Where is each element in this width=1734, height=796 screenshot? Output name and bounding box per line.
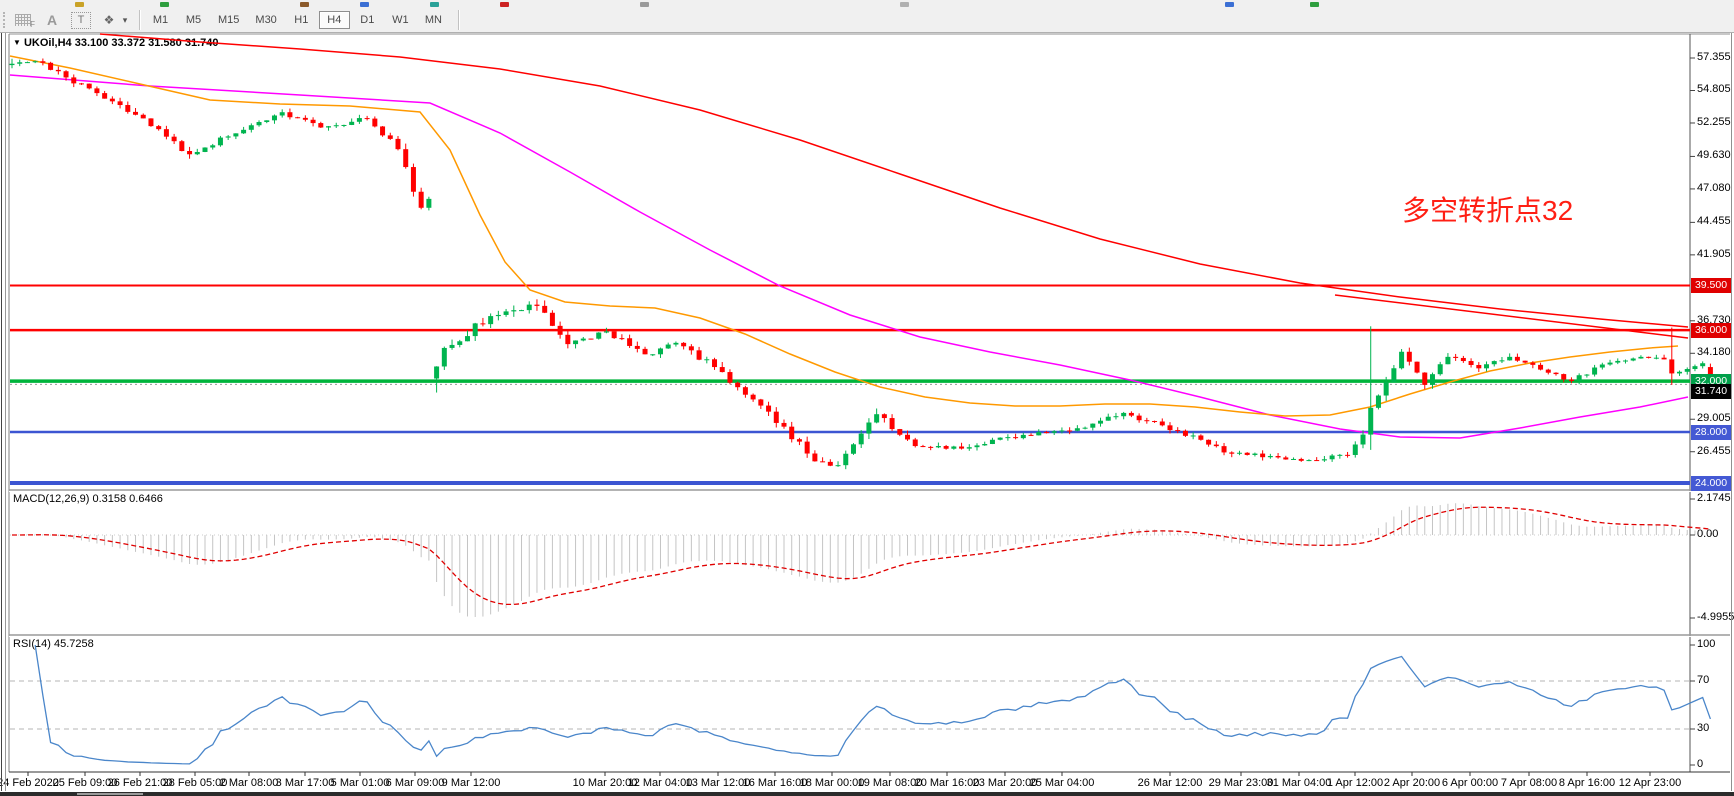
time-axis-label: 7 Apr 08:00 [1500,777,1558,789]
price-level-badge: 36.000 [1691,322,1731,338]
time-axis-label: 8 Apr 16:00 [1558,777,1616,789]
timeframe-button-m15[interactable]: M15 [218,14,240,26]
macd-axis-tick: -4.9955 [1697,611,1734,623]
price-axis-tick: 36.730 [1697,313,1731,326]
toolbar-separator [139,10,140,30]
chart-window[interactable]: ▼ UKOil,H4 33.100 33.372 31.580 31.740 M… [0,33,1734,796]
time-axis-label: 12 Apr 23:00 [1618,777,1682,789]
window-left-edge [1,33,2,791]
axis-labels-layer: 39.500 36.000 32.000 28.000 24.000 31.740 57.3… [0,33,1734,796]
time-axis-label: 23 Mar 20:00 [972,777,1038,789]
current-price-badge: 31.740 [1691,383,1731,399]
macd-indicator-label: MACD(12,26,9) 0.3158 0.6466 [13,493,163,505]
toolbar-separator [457,10,459,30]
time-axis-label: 6 Mar 09:00 [385,777,445,789]
time-axis-label: 26 Feb 21:00 [107,777,173,789]
time-axis-label: 1 Apr 12:00 [1326,777,1384,789]
price-axis-tick: 41.905 [1697,247,1731,260]
clipped-icon [500,2,509,7]
clipped-icon [75,2,84,7]
time-axis-label: 13 Mar 12:00 [685,777,751,789]
clipped-icon [1310,2,1319,7]
time-axis-label: 12 Mar 04:00 [627,777,693,789]
time-axis-label: 24 Feb 2020 [0,777,59,789]
clipped-icon [430,2,439,7]
annotation-text: 多空转折点32 [1402,195,1574,226]
bottom-status-edge [0,792,1734,796]
time-axis-label: 19 Mar 08:00 [857,777,923,789]
rsi-axis-tick: 70 [1697,674,1710,686]
time-axis-label: 9 Mar 12:00 [441,777,501,789]
toolbar-grip[interactable] [3,12,11,28]
time-axis-label: 10 Mar 20:00 [572,777,638,789]
chart-dropdown-icon[interactable]: ▼ [13,38,21,47]
time-axis-label: 25 Feb 09:00 [52,777,118,789]
chart-symbol: UKOil,H4 [23,37,72,49]
rsi-axis-tick: 30 [1697,722,1710,734]
timeframe-button-d1[interactable]: D1 [360,14,375,26]
clipped-icon [900,2,909,7]
price-axis-tick: 57.355 [1697,51,1731,63]
price-axis-tick: 26.455 [1697,444,1731,457]
timeframe-button-h1[interactable]: H1 [294,14,309,26]
clipped-icon [1225,2,1234,7]
time-axis-label: 31 Mar 04:00 [1266,777,1332,789]
timeframe-button-mn[interactable]: MN [424,14,442,26]
price-axis-tick: 34.180 [1697,346,1731,359]
time-axis-label: 18 Mar 00:00 [799,777,865,789]
time-axis-label: 3 Mar 17:00 [275,777,335,789]
chart-title: ▼ UKOil,H4 33.100 33.372 31.580 31.740 [13,37,218,49]
time-axis-label: 29 Mar 23:00 [1208,777,1274,789]
rsi-axis-tick: 0 [1697,758,1704,770]
time-axis-label: 2 Mar 08:00 [219,777,279,789]
timeframe-button-h4[interactable]: H4 [318,11,350,29]
rsi-axis-tick: 100 [1697,638,1716,650]
time-axis-label: 20 Mar 16:00 [914,777,980,789]
price-level-badge: 28.000 [1691,424,1731,440]
price-axis-tick: 44.455 [1697,215,1731,228]
time-axis-label: 28 Feb 05:00 [162,777,228,789]
chart-ohlc: 33.100 33.372 31.580 31.740 [74,37,219,49]
timeframe-button-w1[interactable]: W1 [392,14,409,26]
price-level-badge: 24.000 [1691,475,1731,491]
clipped-icon [300,2,309,7]
chart-toolbar: F A T ❖ ▾ M1 M5 M15 M30 H1 H4 D1 W1 MN [0,8,1734,33]
price-level-badge: 32.000 [1691,373,1731,389]
chart-canvas[interactable] [0,33,1734,796]
price-axis-tick: 54.805 [1697,83,1731,96]
price-level-badge: 39.500 [1691,278,1731,293]
price-axis-tick: 52.255 [1697,115,1731,128]
clipped-icon [160,2,169,7]
timeframe-button-m1[interactable]: M1 [152,14,169,26]
time-axis-label: 6 Apr 00:00 [1441,777,1499,789]
price-axis-tick: 49.630 [1697,149,1731,162]
macd-axis-tick: 0.00 [1697,528,1719,540]
time-axis-label: 5 Mar 01:00 [330,777,390,789]
text-label-tool-icon[interactable]: A [46,12,58,28]
price-axis-tick: 29.005 [1697,412,1731,425]
time-axis-label: 16 Mar 16:00 [742,777,808,789]
time-axis-label: 26 Mar 12:00 [1137,777,1203,789]
price-axis-tick: 47.080 [1697,181,1731,194]
time-axis-label: 25 Mar 04:00 [1029,777,1095,789]
clipped-icon [360,2,369,7]
clipped-icon [640,2,649,7]
timeframe-buttons: M1 M5 M15 M30 H1 H4 D1 W1 MN [144,8,450,32]
rsi-indicator-label: RSI(14) 45.7258 [13,638,94,650]
macd-axis-tick: 2.1745 [1697,492,1731,504]
fibonacci-grid-tool-icon[interactable]: F [13,11,35,29]
window-left-edge-inner [5,33,6,791]
chevron-down-icon[interactable]: ▾ [122,14,128,25]
window-right-edge [1731,33,1732,791]
time-axis-label: 2 Apr 20:00 [1383,777,1441,789]
arrow-styles-tool-icon[interactable]: ❖ [103,13,115,27]
timeframe-button-m30[interactable]: M30 [255,14,277,26]
timeframe-button-m5[interactable]: M5 [185,14,202,26]
text-box-tool-icon[interactable]: T [71,11,91,29]
